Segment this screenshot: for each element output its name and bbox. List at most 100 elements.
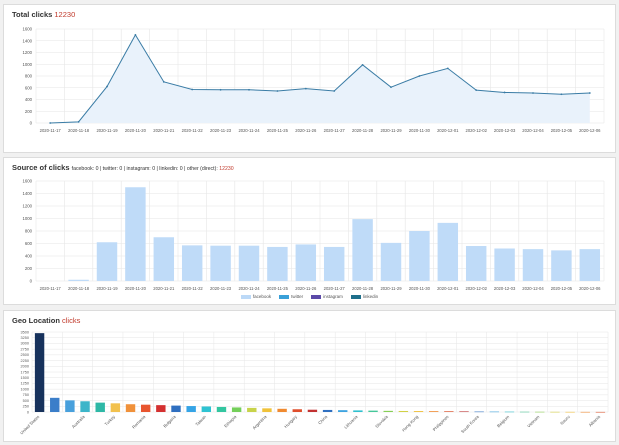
y-tick-label: 1500 (21, 376, 29, 380)
country-bar (504, 411, 515, 413)
clicks-area (50, 34, 590, 123)
country-bar (216, 406, 227, 412)
country-bar (125, 404, 136, 412)
country-bar (247, 407, 257, 412)
legend-item-instagram[interactable]: instagram (311, 294, 343, 299)
x-tick-label: 2020-11-17 (40, 286, 62, 291)
country-bar (595, 411, 606, 413)
y-tick-label: 1250 (21, 382, 29, 386)
data-point (134, 33, 137, 36)
facebook-bar (522, 249, 544, 281)
y-tick-label: 1400 (22, 191, 32, 196)
y-tick-label: 800 (25, 229, 33, 234)
facebook-bar (352, 219, 373, 281)
x-tick-label: 2020-11-27 (324, 286, 346, 291)
y-tick-label: 200 (25, 266, 33, 271)
data-point (390, 86, 392, 89)
facebook-bar (68, 279, 89, 281)
y-tick-label: 500 (23, 399, 29, 403)
facebook-bar (409, 231, 430, 281)
y-tick-label: 0 (30, 279, 33, 284)
country-bar (140, 404, 151, 412)
facebook-bar (380, 242, 402, 281)
legend-label: twitter (291, 294, 304, 299)
country-bar (428, 411, 439, 412)
x-tick-label: 2020-11-19 (96, 286, 118, 291)
country-bar (307, 409, 318, 412)
x-tick-label: 2020-11-19 (96, 128, 118, 133)
country-bar (156, 405, 166, 412)
x-tick-label: 2020-11-24 (238, 128, 260, 133)
legend-label: linkedin (362, 294, 379, 299)
facebook-summary-label: facebook: (71, 166, 96, 172)
country-bar (34, 333, 45, 412)
country-label: Hungary (283, 414, 298, 429)
y-tick-label: 3500 (21, 330, 29, 334)
x-tick-label: 2020-11-30 (409, 286, 431, 291)
legend-item-twitter[interactable]: twitter (279, 294, 303, 299)
y-tick-label: 2250 (21, 359, 29, 363)
data-point (446, 67, 449, 70)
instagram-summary-count: 0 (152, 166, 156, 172)
country-bar (277, 408, 287, 412)
country-bar (519, 411, 530, 413)
y-tick-label: 1400 (22, 38, 32, 43)
country-label: China (317, 414, 329, 426)
y-tick-label: 0 (27, 410, 29, 414)
x-tick-label: 2020-12-02 (465, 286, 487, 291)
data-point (248, 88, 250, 91)
legend-item-facebook[interactable]: facebook (240, 294, 271, 299)
legend-item-linkedin[interactable]: linkedin (350, 294, 379, 299)
country-bar (231, 407, 242, 412)
country-bar (474, 411, 484, 413)
y-tick-label: 200 (25, 109, 33, 114)
total-clicks-chart: 0 200 400 600 800 1000 1200 1400 1600 2020-11-17 2… (22, 27, 605, 133)
facebook-bar (238, 245, 260, 281)
country-label: Australia (71, 414, 87, 430)
source-clicks-label: Source of clicks (12, 163, 70, 172)
source-summary: facebook: 0 | twitter: 0 | instagram: 0 … (72, 166, 234, 172)
country-bar (398, 410, 409, 412)
facebook-bar (153, 237, 175, 281)
x-tick-label: 2020-12-01 (437, 286, 459, 291)
y-tick-label: 1600 (22, 179, 32, 184)
y-tick-label: 400 (25, 97, 33, 102)
linkedin-summary-count: 0 (179, 166, 183, 172)
total-clicks-panel: Total clicks 12230 0 200 400 600 800 1000 1200… (3, 4, 616, 153)
clicks-line (50, 33, 590, 124)
x-tick-label: 2020-11-18 (68, 128, 90, 133)
facebook-bar (295, 244, 317, 281)
source-clicks-chart: 0 200 400 600 800 1000 1200 1400 1600 2020-11-17 2… (22, 179, 605, 291)
geo-location-label: Geo Location (12, 316, 60, 325)
total-clicks-label: Total clicks (12, 10, 53, 19)
country-label: Turkey (104, 414, 117, 427)
x-tick-label: 2020-12-02 (465, 128, 487, 133)
x-tick-label: 2020-11-22 (182, 286, 204, 291)
facebook-bar (323, 246, 345, 281)
country-bar (383, 410, 393, 412)
country-label: Slovakia (374, 414, 389, 429)
data-point (418, 75, 421, 77)
data-point (532, 92, 534, 94)
legend-swatch (311, 294, 322, 299)
y-tick-label: 2500 (21, 353, 29, 357)
x-tick-label: 2020-11-18 (68, 286, 90, 291)
x-tick-label: 2020-11-26 (295, 286, 317, 291)
x-tick-label: 2020-12-06 (579, 286, 601, 291)
x-tick-label: 2020-12-01 (437, 128, 459, 133)
country-label: Ethiopia (223, 414, 238, 429)
y-tick-label: 750 (23, 393, 29, 397)
facebook-bar (579, 249, 601, 281)
data-point (49, 122, 52, 124)
country-bar (535, 411, 545, 413)
facebook-bar (210, 245, 231, 281)
facebook-bar (437, 222, 459, 281)
x-tick-label: 2020-11-22 (182, 128, 204, 133)
country-label: Albania (588, 414, 602, 428)
x-tick-label: 2020-11-25 (267, 128, 289, 133)
country-bar (171, 405, 181, 412)
country-bar (262, 408, 272, 412)
linkedin-summary-label: | linkedin: (155, 166, 180, 172)
x-tick-label: 2020-11-28 (352, 286, 374, 291)
country-bar (413, 411, 424, 412)
